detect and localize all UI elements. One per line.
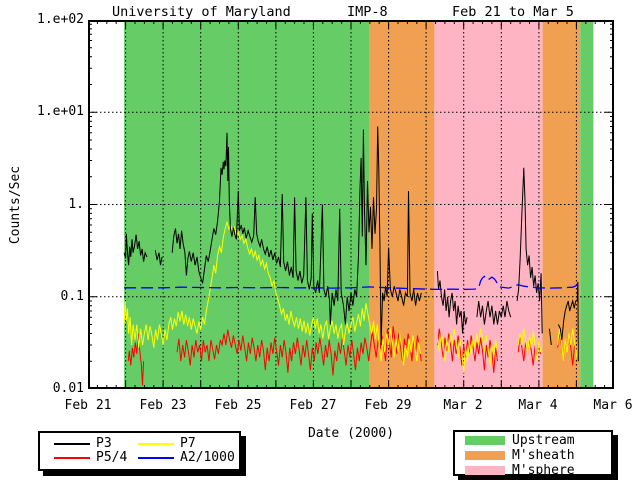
x-tick-label-mar2: Mar 2 [443, 398, 483, 413]
y-tick-label-100: 1.e+02 [37, 12, 84, 27]
x-tick-label-feb25: Feb 25 [214, 398, 262, 413]
x-tick-label-feb27: Feb 27 [289, 398, 337, 413]
region-4-upstream [580, 20, 594, 389]
x-tick-label-feb29: Feb 29 [364, 398, 412, 413]
y-tick-label-1: 1. [68, 197, 84, 212]
legend-regions: Upstream M'sheath M'sphere [453, 430, 613, 478]
title-institution: University of Maryland [112, 4, 291, 20]
legend-entry-p3: P3 [54, 437, 144, 451]
series-p54 [127, 326, 576, 386]
legend-entry-p54: P5/4 [54, 451, 144, 465]
legend-label-p54: P5/4 [96, 450, 128, 465]
a2-line-sample [138, 457, 174, 459]
legend-label-msheath: M'sheath [512, 448, 575, 463]
upstream-swatch [465, 436, 505, 445]
legend-label-msphere: M'sphere [512, 463, 575, 478]
p3-line-sample [54, 443, 90, 445]
title-spacecraft: IMP-8 [347, 4, 388, 20]
legend-entry-msheath: M'sheath [455, 449, 613, 463]
msheath-swatch [465, 451, 505, 460]
legend-entry-p7: P7 [138, 437, 238, 451]
x-tick-label-feb23: Feb 23 [139, 398, 187, 413]
legend-label-p3: P3 [96, 436, 112, 451]
x-tick-label-feb21: Feb 21 [64, 398, 112, 413]
series-a21000 [124, 275, 579, 291]
legend-entry-a2: A2/1000 [138, 451, 238, 465]
p7-line-sample [138, 443, 174, 445]
x-tick-label-mar4: Mar 4 [518, 398, 558, 413]
y-tick-label-0p01: 0.01 [52, 381, 84, 396]
msphere-swatch [465, 466, 505, 475]
plot-border [88, 20, 614, 389]
title-date-range: Feb 21 to Mar 5 [452, 4, 574, 20]
x-tick-label-mar6: Mar 6 [593, 398, 633, 413]
legend-entry-upstream: Upstream [455, 434, 613, 448]
legend-series: P3 P5/4 P7 A2/1000 [38, 431, 241, 471]
legend-label-p7: P7 [180, 436, 196, 451]
legend-label-a2: A2/1000 [180, 450, 235, 465]
p54-line-sample [54, 457, 90, 459]
series-p3 [123, 126, 579, 362]
x-axis-title: Date (2000) [307, 426, 395, 441]
legend-label-upstream: Upstream [512, 433, 575, 448]
y-tick-label-10: 1.e+01 [37, 104, 84, 119]
plot-area [88, 20, 614, 389]
y-axis-title: Counts/Sec [8, 165, 23, 245]
legend-entry-msphere: M'sphere [455, 464, 613, 478]
series-p7 [123, 221, 579, 373]
y-tick-label-0p1: 0.1 [60, 289, 84, 304]
